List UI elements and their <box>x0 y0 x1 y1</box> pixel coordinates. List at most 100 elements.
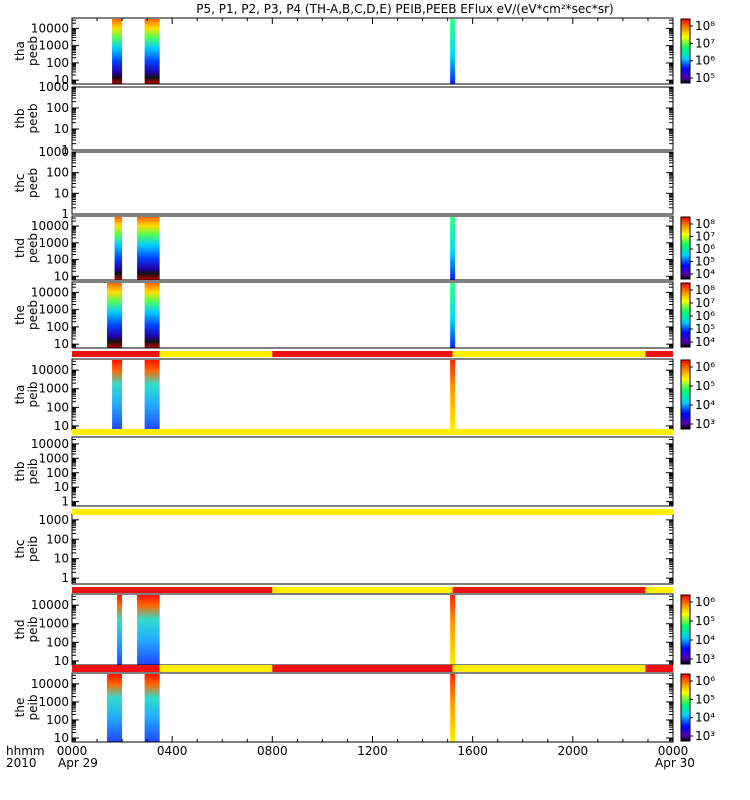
y-tick-label: 10 <box>54 480 69 494</box>
data-block-thd-peeb-1 <box>137 217 160 280</box>
y-tick-label: 100 <box>46 532 69 546</box>
panel-frame <box>71 436 674 507</box>
colorbar-tick-label: 10⁶ <box>695 595 715 609</box>
y-tick-label: 10000 <box>31 363 69 377</box>
panel-probe-label: tha <box>13 385 27 405</box>
data-block-tha-peib-0 <box>112 360 123 430</box>
colorbar-tick-label: 10⁸ <box>695 19 715 33</box>
panel-probe-label: the <box>13 698 27 718</box>
mode-bar-segment <box>272 587 453 593</box>
y-tick-label: 10 <box>54 731 69 745</box>
panel-thb-peeb: 1000 100 10 1 thb peeb <box>13 80 674 157</box>
panel-product-label: peib <box>26 536 40 562</box>
y-tick-label: 100 <box>46 466 69 480</box>
x-tick-label: 0400 <box>157 744 188 758</box>
y-tick-label: 1000 <box>38 39 69 53</box>
colorbar-tick-label: 10⁵ <box>695 322 715 336</box>
panel-probe-label: thc <box>13 174 27 193</box>
colorbar-tick-label: 10⁵ <box>695 255 715 269</box>
y-tick-label: 1000 <box>38 513 69 527</box>
panel-product-label: peeb <box>26 36 40 66</box>
panel-frame <box>71 593 674 666</box>
panel-frame <box>71 86 674 151</box>
data-block-tha-peib-2 <box>450 360 456 430</box>
y-tick-label: 100 <box>46 56 69 70</box>
data-block-the-peib-2 <box>450 674 456 742</box>
y-tick-label: 10 <box>54 269 69 283</box>
panel-frame <box>71 17 674 85</box>
mode-bar-segment <box>72 509 673 515</box>
y-tick-label: 100 <box>46 713 69 727</box>
colorbar-tick-label: 10⁶ <box>695 309 715 323</box>
panel-thc-peeb: 1000 100 10 1 thc peeb <box>13 145 674 221</box>
mode-bar-segment <box>645 351 673 357</box>
colorbar-tick-label: 10⁸ <box>695 283 715 297</box>
colorbar-tick-label: 10⁶ <box>695 242 715 256</box>
panel-probe-label: thc <box>13 540 27 559</box>
colorbar-tick-label: 10⁴ <box>695 335 715 349</box>
y-tick-label: 100 <box>46 400 69 414</box>
panel-frame <box>71 672 674 743</box>
mode-bar-segment <box>72 587 273 593</box>
colorbar-the-peib <box>680 673 691 742</box>
panel-frame <box>71 358 674 431</box>
colorbar-tick-label: 10⁷ <box>695 36 715 50</box>
colorbar-tick-label: 10⁶ <box>695 674 715 688</box>
colorbar-tick-label: 10⁶ <box>695 360 715 374</box>
x-tick-label: 1200 <box>357 744 388 758</box>
colorbar-tick-label: 10⁷ <box>695 230 715 244</box>
y-tick-label: 10000 <box>31 677 69 691</box>
mode-bar-segment <box>72 351 160 357</box>
panel-product-label: peib <box>26 382 40 408</box>
panel-product-label: peib <box>26 459 40 485</box>
x-tick-label: 0000 <box>658 744 689 758</box>
y-tick-label: 10 <box>54 654 69 668</box>
data-block-thd-peib-2 <box>450 595 456 665</box>
colorbar-thd-peeb <box>680 216 691 280</box>
y-tick-label: 10 <box>54 186 69 200</box>
y-tick-label: 1000 <box>38 451 69 465</box>
y-tick-label: 1000 <box>38 80 69 94</box>
panel-product-label: peeb <box>26 168 40 198</box>
panel-probe-label: thb <box>13 109 27 129</box>
colorbar-tick-label: 10⁴ <box>695 398 715 412</box>
colorbar-tick-label: 10⁵ <box>695 692 715 706</box>
x-label-hhmm: hhmm <box>6 744 45 758</box>
x-tick-label: 1600 <box>457 744 488 758</box>
panel-frame <box>71 151 674 215</box>
data-block-the-peib-1 <box>144 674 160 742</box>
mode-bar-segment <box>72 429 673 435</box>
panel-product-label: peeb <box>26 300 40 330</box>
mode-bar-segment <box>452 665 646 672</box>
colorbar-the-peeb <box>680 282 691 348</box>
y-tick-label: 10000 <box>31 437 69 451</box>
mode-bar-segment <box>272 351 453 357</box>
data-block-the-peeb-0 <box>107 283 123 348</box>
y-tick-label: 10000 <box>31 219 69 233</box>
x-label-year: 2010 <box>6 756 37 770</box>
time-axis: 0000 0400 0800 1200 1600 2000 0000 <box>57 18 689 758</box>
y-tick-label: 1 <box>61 207 69 221</box>
data-block-tha-peib-1 <box>144 360 160 430</box>
y-tick-label: 1000 <box>38 303 69 317</box>
colorbar-tick-label: 10⁴ <box>695 267 715 281</box>
panel-frame <box>71 281 674 349</box>
data-block-tha-peeb-1 <box>144 19 160 84</box>
panel-tha-peib: 10000 1000 100 10 tha peib 10⁶ 10⁵ 10⁴ 10³ <box>13 358 715 433</box>
panel-probe-label: thd <box>13 620 27 640</box>
data-block-thd-peib-0 <box>117 595 123 665</box>
x-tick-label: 0800 <box>257 744 288 758</box>
panel-thd-peib: 10000 1000 100 10 thd peib 10⁶ 10⁵ 10⁴ 10³ <box>13 593 715 668</box>
colorbar-tick-label: 10⁴ <box>695 711 715 725</box>
data-block-thd-peeb-0 <box>114 217 123 280</box>
x-tick-label: 0000 <box>57 744 88 758</box>
mode-bar-segment <box>159 351 273 357</box>
panel-probe-label: tha <box>13 41 27 61</box>
colorbar-tick-label: 10³ <box>695 729 715 743</box>
y-tick-label: 1000 <box>38 617 69 631</box>
data-block-thd-peib-1 <box>137 595 160 665</box>
mode-bar-segment <box>452 351 646 357</box>
